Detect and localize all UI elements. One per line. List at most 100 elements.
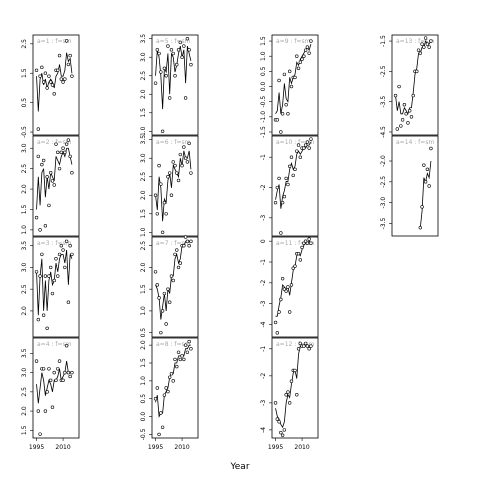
panel-6: a=6 : f=sm 1.0 1.5 2.0 2.5 3.0 3.5 <box>140 135 199 237</box>
y-tick-label: 2.0 <box>140 340 147 350</box>
x-tick-label: 2010 <box>294 444 309 451</box>
data-point <box>66 138 71 142</box>
y-tick-label: 2.5 <box>21 39 28 49</box>
y-tick-label: -0.5 <box>140 428 147 440</box>
data-point <box>397 84 401 89</box>
y-tick-label: -2 <box>260 280 267 286</box>
data-point <box>280 276 285 281</box>
data-point <box>36 127 41 131</box>
y-tick-label: -1 <box>260 346 267 352</box>
data-point <box>173 74 177 78</box>
series-line <box>36 361 72 404</box>
data-point <box>429 146 433 151</box>
data-point <box>157 432 161 437</box>
y-tick-label: 2.5 <box>21 284 28 294</box>
data-point <box>187 48 191 52</box>
data-point <box>61 80 65 84</box>
data-point <box>291 173 295 178</box>
panel-1: a=1 : f=sm -0.5 0.5 1.5 2.5 <box>21 34 80 138</box>
data-point <box>171 379 175 383</box>
data-point <box>280 200 285 205</box>
data-point <box>286 285 290 289</box>
panel-strip-label: a=9 : f=sm <box>276 38 311 45</box>
panel-strip-label: a=10 : f=sm <box>276 139 314 146</box>
y-tick-label: 1.0 <box>140 227 147 237</box>
data-point <box>159 182 163 186</box>
data-point <box>287 164 292 169</box>
data-point <box>167 96 172 100</box>
data-point <box>302 344 306 348</box>
data-point <box>296 347 301 351</box>
data-point <box>57 252 62 257</box>
data-point <box>61 146 65 150</box>
data-point <box>411 93 415 98</box>
data-point <box>293 75 297 80</box>
data-point <box>41 313 46 317</box>
y-tick-label: 0.5 <box>21 98 28 108</box>
data-point <box>422 45 426 49</box>
data-point <box>167 300 172 304</box>
panel-strip-label: a=12 : f=sm <box>276 341 314 348</box>
data-point <box>48 171 53 175</box>
data-point <box>284 176 288 181</box>
data-point <box>427 45 431 49</box>
data-point <box>36 154 41 159</box>
data-point <box>273 320 278 325</box>
data-point <box>302 54 306 58</box>
data-point <box>63 77 67 81</box>
data-point <box>34 68 39 72</box>
data-point <box>160 129 165 133</box>
data-point <box>48 80 53 84</box>
data-point <box>183 343 188 347</box>
data-point <box>43 71 48 75</box>
data-point <box>309 137 313 141</box>
data-point <box>185 37 190 41</box>
data-point <box>185 350 190 354</box>
panel-frame <box>391 34 439 136</box>
data-point <box>34 215 39 220</box>
data-point <box>162 393 167 397</box>
y-tick-label: 2.5 <box>21 164 28 174</box>
y-tick-label: -2 <box>260 373 267 379</box>
data-point <box>162 200 167 205</box>
y-tick-label: 2.0 <box>21 184 28 194</box>
data-point <box>164 386 168 390</box>
y-tick-label: 1.0 <box>140 126 147 136</box>
panel-14: a=14 : f=sm -3.5 -3.0 -2.5 -2.0 <box>380 135 439 237</box>
y-tick-label: 1.0 <box>140 306 147 316</box>
data-point <box>305 241 310 245</box>
data-point <box>393 93 398 98</box>
data-point <box>66 370 71 375</box>
data-point <box>54 257 58 261</box>
data-point <box>47 367 51 371</box>
data-point <box>68 243 72 248</box>
data-point <box>293 264 297 268</box>
data-point <box>298 155 303 159</box>
data-point <box>153 270 158 274</box>
data-point <box>164 322 168 326</box>
data-point <box>425 167 430 172</box>
data-point <box>395 127 400 131</box>
data-point <box>48 265 53 270</box>
data-point <box>47 74 51 78</box>
data-point <box>159 411 163 415</box>
data-point <box>422 163 426 167</box>
panel-9: a=9 : f=sm -1.5 -1.0 -0.5 0.0 0.5 1.0 1.5 <box>260 34 319 138</box>
data-point <box>50 291 55 296</box>
panel-frame <box>271 135 319 237</box>
data-point <box>155 212 160 216</box>
y-tick-label: -4.5 <box>380 126 387 138</box>
data-point <box>59 150 64 155</box>
data-point <box>178 40 183 45</box>
data-point <box>416 48 421 52</box>
y-tick-label: 3.0 <box>21 262 28 272</box>
data-point <box>418 225 423 230</box>
data-point <box>176 350 181 354</box>
panel-strip-label: a=5 : f=sm <box>156 38 191 45</box>
data-point <box>296 251 301 256</box>
y-tick-label: 1.5 <box>140 284 147 294</box>
y-tick-label: 1.5 <box>21 68 28 78</box>
data-point <box>180 55 184 59</box>
data-point <box>296 143 301 147</box>
